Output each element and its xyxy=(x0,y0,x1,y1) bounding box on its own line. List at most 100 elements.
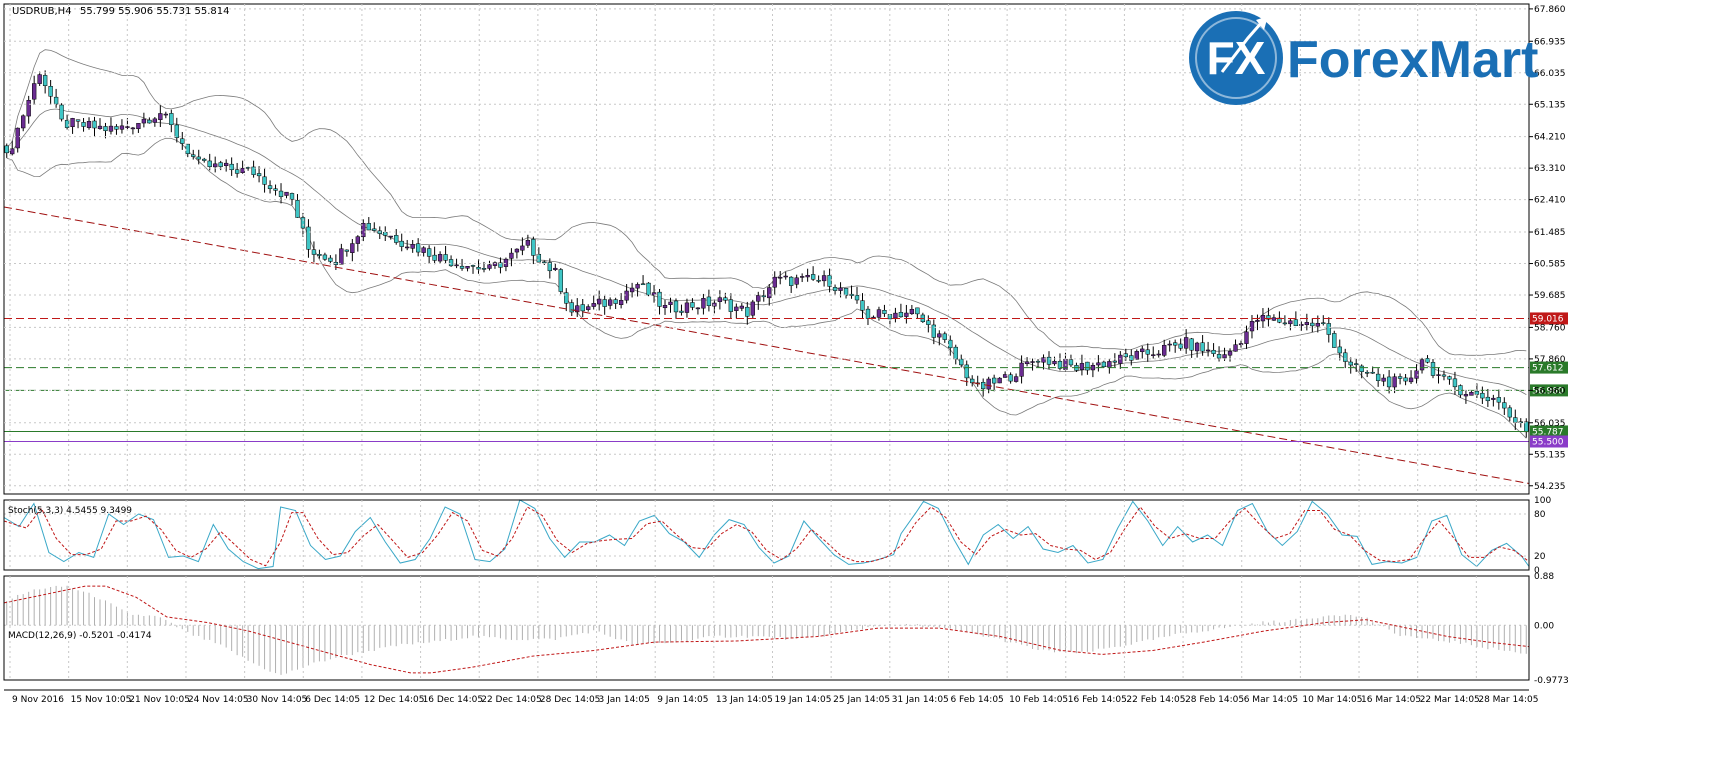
trendline[interactable] xyxy=(3,206,1530,484)
candle xyxy=(542,260,547,265)
candle xyxy=(344,249,350,257)
candle xyxy=(1375,368,1381,387)
candle xyxy=(64,114,70,130)
candle xyxy=(1397,373,1403,385)
candle xyxy=(1156,350,1161,358)
candle xyxy=(459,258,465,271)
candle xyxy=(1436,367,1441,384)
candle xyxy=(531,236,536,265)
y-tick-label: 65.135 xyxy=(1534,100,1566,110)
candle xyxy=(629,282,635,298)
y-tick-label: 56.960 xyxy=(1534,386,1566,396)
candle xyxy=(141,112,147,128)
x-tick-label: 16 Feb 14:05 xyxy=(1068,695,1127,705)
candle xyxy=(267,180,273,194)
candle xyxy=(1282,315,1288,326)
candle xyxy=(1167,340,1172,352)
candle xyxy=(284,191,289,199)
candle xyxy=(443,245,448,264)
candle xyxy=(394,229,399,245)
candle xyxy=(1096,355,1101,372)
x-tick-label: 16 Dec 14:05 xyxy=(423,695,484,705)
candle xyxy=(289,192,295,206)
candle xyxy=(388,235,393,240)
candle xyxy=(821,270,827,287)
stoch-tick-label: 0 xyxy=(1534,566,1540,576)
candle xyxy=(931,319,936,345)
candle xyxy=(909,304,915,315)
y-tick-label: 63.310 xyxy=(1534,164,1566,174)
logo-mark-text: FX xyxy=(1207,32,1266,84)
candle xyxy=(223,159,229,172)
candle xyxy=(26,95,31,124)
candle xyxy=(898,303,904,318)
candle xyxy=(1441,370,1447,381)
candle xyxy=(1249,315,1255,339)
candle xyxy=(1419,357,1425,374)
candle xyxy=(1238,340,1244,348)
candle xyxy=(108,117,114,135)
candle xyxy=(1452,371,1458,395)
candle xyxy=(525,234,531,249)
stochastic-panel[interactable] xyxy=(3,499,1530,570)
macd-panel[interactable] xyxy=(3,585,1530,675)
candle xyxy=(1183,329,1189,354)
candle xyxy=(1101,360,1107,368)
candle xyxy=(97,118,103,130)
candle xyxy=(981,378,986,397)
candle xyxy=(816,275,821,283)
candle xyxy=(437,251,443,264)
candle xyxy=(1447,375,1452,385)
price-level-label: 55.787 xyxy=(1532,427,1564,437)
candle xyxy=(1354,358,1359,372)
candle xyxy=(1052,356,1057,366)
candle xyxy=(1463,389,1469,404)
candle xyxy=(21,114,26,132)
candle xyxy=(547,258,552,279)
price-level-badge xyxy=(1530,312,1568,325)
y-tick-label: 67.860 xyxy=(1534,5,1566,15)
candle xyxy=(15,127,20,153)
candle xyxy=(158,105,163,128)
candle xyxy=(750,299,755,319)
x-tick-label: 6 Dec 14:05 xyxy=(305,695,360,705)
candle xyxy=(498,257,503,274)
stoch-tick-label: 20 xyxy=(1534,552,1546,562)
candle xyxy=(169,109,174,133)
candle xyxy=(147,117,152,124)
candle xyxy=(487,260,492,271)
candle xyxy=(185,143,190,158)
candle xyxy=(854,286,860,304)
candle xyxy=(426,245,432,264)
candle xyxy=(136,123,141,133)
candle xyxy=(476,259,481,274)
candle xyxy=(778,271,783,285)
candle xyxy=(1013,373,1019,383)
candle xyxy=(580,298,585,318)
candle xyxy=(1255,314,1260,331)
price-level-label: 55.500 xyxy=(1532,438,1564,448)
macd-tick-label: 0.88 xyxy=(1534,572,1554,582)
candle xyxy=(997,377,1002,384)
candle xyxy=(481,261,487,273)
price-level-badge xyxy=(1530,361,1568,374)
logo-circle-icon xyxy=(1189,11,1283,105)
candle xyxy=(399,233,404,252)
candle xyxy=(597,290,602,311)
candle xyxy=(1321,315,1326,326)
price-level-badge xyxy=(1530,435,1568,448)
candle xyxy=(520,237,525,256)
candle xyxy=(701,293,706,315)
price-level-label: 57.612 xyxy=(1532,364,1564,374)
candle xyxy=(1041,354,1046,370)
candle xyxy=(70,117,75,134)
candle xyxy=(712,299,717,314)
candle xyxy=(745,301,750,325)
candle xyxy=(1414,364,1419,384)
candle xyxy=(591,295,596,310)
candle xyxy=(1365,370,1370,378)
candle xyxy=(350,239,355,262)
